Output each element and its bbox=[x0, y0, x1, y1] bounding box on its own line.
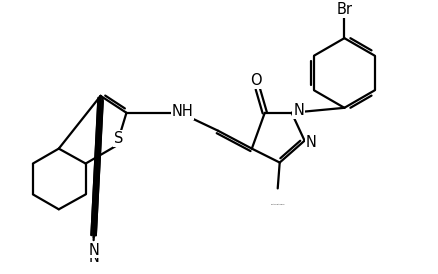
Text: Br: Br bbox=[336, 2, 353, 17]
Text: S: S bbox=[114, 131, 123, 146]
Text: methyl not labeled: methyl not labeled bbox=[271, 204, 284, 205]
Text: N: N bbox=[293, 103, 304, 118]
Text: NH: NH bbox=[171, 104, 193, 119]
Text: N: N bbox=[88, 250, 99, 265]
Text: N: N bbox=[306, 135, 317, 150]
Text: O: O bbox=[250, 73, 261, 89]
Text: N: N bbox=[88, 242, 99, 258]
